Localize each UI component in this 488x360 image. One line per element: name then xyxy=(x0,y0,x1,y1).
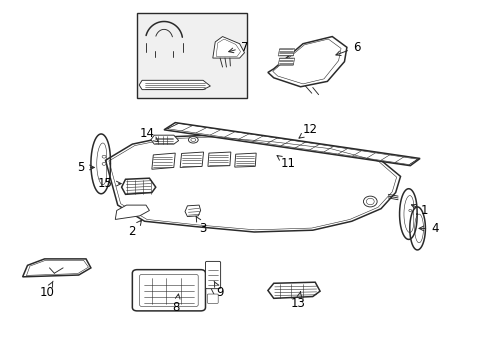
FancyBboxPatch shape xyxy=(132,270,205,311)
Text: 1: 1 xyxy=(410,204,428,217)
FancyBboxPatch shape xyxy=(140,274,198,307)
Polygon shape xyxy=(267,282,320,298)
Polygon shape xyxy=(212,37,244,58)
Polygon shape xyxy=(234,153,256,167)
Polygon shape xyxy=(115,205,149,220)
Bar xyxy=(137,13,246,98)
Text: 12: 12 xyxy=(298,123,317,138)
Polygon shape xyxy=(278,58,294,65)
Polygon shape xyxy=(180,152,203,167)
Text: 14: 14 xyxy=(139,127,158,142)
Polygon shape xyxy=(184,205,200,217)
Polygon shape xyxy=(139,80,210,90)
Text: 6: 6 xyxy=(335,41,360,55)
Text: 7: 7 xyxy=(228,41,248,54)
Ellipse shape xyxy=(188,136,198,143)
Text: 15: 15 xyxy=(98,177,121,190)
Text: 13: 13 xyxy=(290,292,305,310)
Text: 11: 11 xyxy=(277,156,295,170)
Polygon shape xyxy=(207,152,230,166)
Polygon shape xyxy=(267,37,346,87)
Ellipse shape xyxy=(363,196,376,207)
Text: 10: 10 xyxy=(40,281,54,300)
Polygon shape xyxy=(152,153,175,169)
FancyBboxPatch shape xyxy=(205,261,220,289)
Polygon shape xyxy=(163,123,419,166)
Text: 2: 2 xyxy=(128,220,141,238)
Polygon shape xyxy=(122,178,156,194)
Polygon shape xyxy=(22,259,91,277)
Text: 5: 5 xyxy=(77,161,94,174)
FancyBboxPatch shape xyxy=(207,294,218,303)
Polygon shape xyxy=(105,135,400,232)
Ellipse shape xyxy=(366,198,373,205)
Text: 8: 8 xyxy=(172,294,180,314)
Ellipse shape xyxy=(102,155,106,158)
Ellipse shape xyxy=(408,210,411,212)
Ellipse shape xyxy=(102,162,106,165)
Polygon shape xyxy=(278,49,294,56)
Text: 3: 3 xyxy=(196,216,206,235)
Polygon shape xyxy=(216,39,240,56)
Text: 9: 9 xyxy=(214,281,224,300)
Polygon shape xyxy=(151,135,178,144)
Text: 4: 4 xyxy=(418,222,438,235)
Ellipse shape xyxy=(190,138,195,141)
